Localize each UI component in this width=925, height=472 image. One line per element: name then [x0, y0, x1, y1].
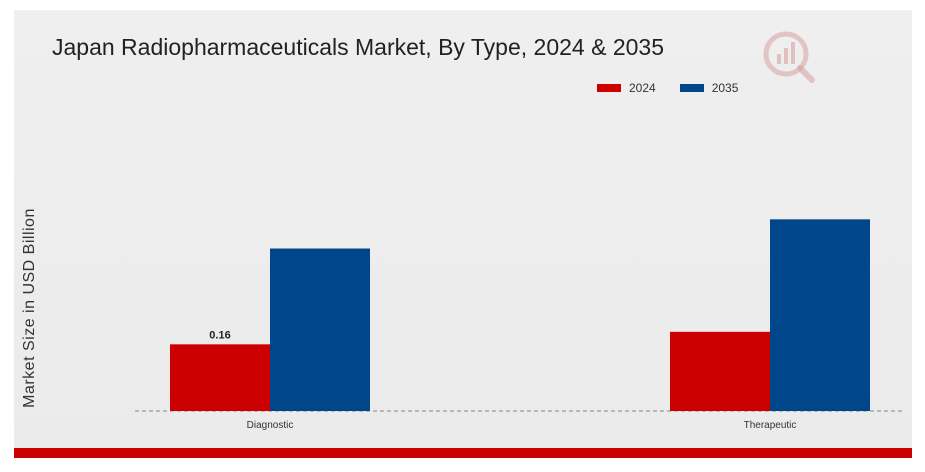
- legend-item-2024: 2024: [597, 81, 656, 95]
- bottom-accent-strip: [14, 448, 912, 458]
- legend-label-2024: 2024: [629, 81, 656, 95]
- legend-swatch-2035: [679, 84, 704, 92]
- legend-swatch-2024: [597, 84, 621, 92]
- legend-item-2035: 2035: [679, 81, 739, 95]
- x-tick-label-therapeutic: Therapeutic: [744, 420, 797, 431]
- bar-therapeutic-2024: [670, 331, 770, 411]
- chart-legend: 2024 2035: [597, 80, 762, 96]
- data-label-diagnostic-2024: 0.16: [209, 329, 230, 341]
- bar-therapeutic-2035: [770, 219, 870, 411]
- bar-diagnostic-2024: [170, 344, 270, 411]
- x-tick-label-diagnostic: Diagnostic: [247, 420, 294, 431]
- legend-label-2035: 2035: [711, 81, 739, 95]
- chart-title: Japan Radiopharmaceuticals Market, By Ty…: [52, 34, 664, 60]
- mrfr-logo-icon: [763, 31, 815, 83]
- bar-diagnostic-2035: [270, 248, 370, 411]
